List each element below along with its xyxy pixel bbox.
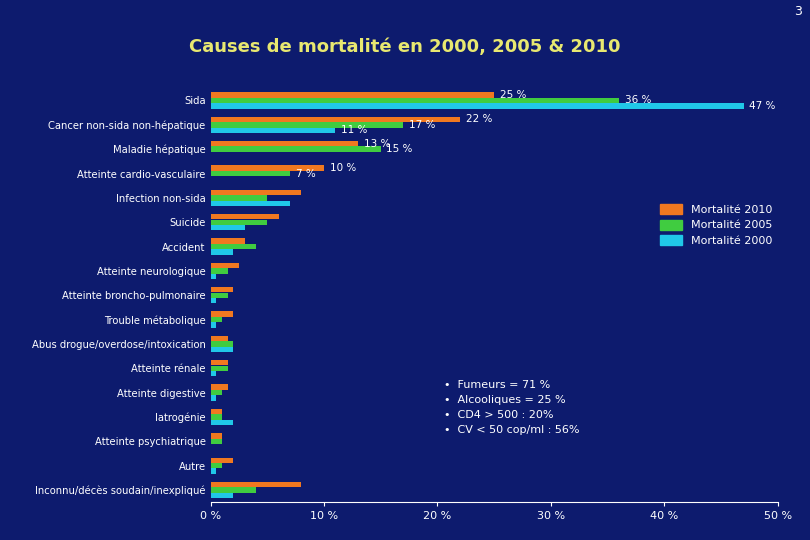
Text: 47 %: 47 %	[749, 101, 776, 111]
Bar	[211, 360, 228, 366]
Bar	[211, 384, 228, 390]
Text: 22 %: 22 %	[466, 114, 492, 124]
Text: 36 %: 36 %	[625, 96, 651, 105]
Text: 3: 3	[794, 5, 802, 18]
Bar	[211, 341, 233, 347]
Text: 17 %: 17 %	[409, 120, 436, 130]
Text: 13 %: 13 %	[364, 139, 390, 148]
Bar	[211, 469, 216, 474]
Text: •  Fumeurs = 71 %
  •  Alcooliques = 25 %
  •  CD4 > 500 : 20%
  •  CV < 50 cop/: • Fumeurs = 71 % • Alcooliques = 25 % • …	[437, 381, 580, 435]
Bar	[211, 409, 222, 414]
Bar	[211, 347, 233, 352]
Bar	[211, 322, 216, 328]
Legend: Mortalité 2010, Mortalité 2005, Mortalité 2000: Mortalité 2010, Mortalité 2005, Mortalit…	[659, 205, 772, 246]
Bar	[211, 390, 222, 395]
Bar	[211, 463, 222, 468]
Text: 25 %: 25 %	[500, 90, 526, 100]
Bar	[211, 238, 245, 244]
Bar	[211, 487, 256, 492]
Bar	[211, 103, 744, 109]
Bar	[211, 274, 216, 279]
Bar	[211, 312, 233, 317]
Bar	[211, 214, 279, 219]
Bar	[211, 249, 233, 255]
Bar	[211, 98, 619, 103]
Bar	[211, 201, 290, 206]
Bar	[211, 366, 228, 371]
Bar	[211, 244, 256, 249]
Text: 15 %: 15 %	[386, 144, 413, 154]
Bar	[211, 433, 222, 438]
Bar	[211, 220, 267, 225]
Bar	[211, 371, 216, 376]
Bar	[211, 127, 335, 133]
Bar	[211, 493, 233, 498]
Bar	[211, 268, 228, 274]
Bar	[211, 336, 228, 341]
Bar	[211, 438, 222, 444]
Bar	[211, 287, 233, 293]
Bar	[211, 141, 358, 146]
Text: 10 %: 10 %	[330, 163, 356, 173]
Bar	[211, 195, 267, 200]
Bar	[211, 293, 228, 298]
Bar	[211, 482, 301, 487]
Bar	[211, 92, 494, 98]
Bar	[211, 171, 290, 176]
Bar	[211, 298, 216, 303]
Bar	[211, 457, 233, 463]
Bar	[211, 117, 460, 122]
Bar	[211, 165, 324, 171]
Bar	[211, 395, 216, 401]
Bar	[211, 122, 403, 127]
Bar	[211, 317, 222, 322]
Bar	[211, 414, 222, 420]
Bar	[211, 190, 301, 195]
Text: 11 %: 11 %	[341, 125, 368, 136]
Text: Causes de mortalité en 2000, 2005 & 2010: Causes de mortalité en 2000, 2005 & 2010	[190, 38, 620, 56]
Text: 7 %: 7 %	[296, 168, 315, 179]
Bar	[211, 263, 239, 268]
Bar	[211, 420, 233, 425]
Bar	[211, 225, 245, 231]
Bar	[211, 146, 381, 152]
